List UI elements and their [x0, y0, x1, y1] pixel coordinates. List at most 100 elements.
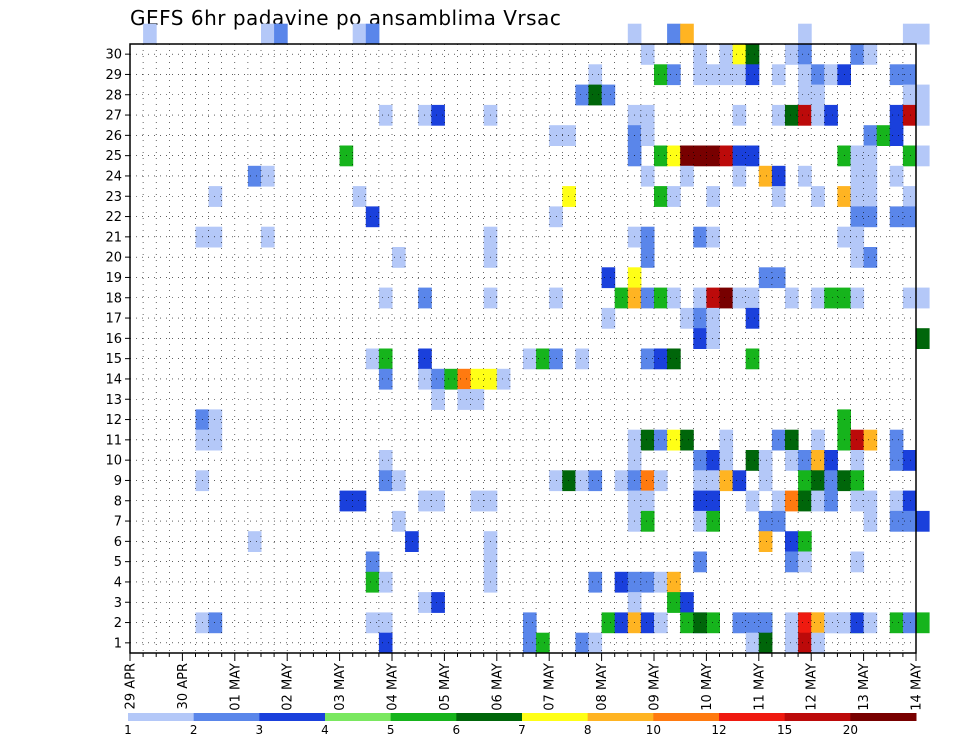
- heatmap-cell: [785, 104, 799, 126]
- heatmap-cell: [758, 632, 773, 654]
- heatmap-cell: [811, 64, 825, 86]
- y-tick-label: 29: [105, 68, 122, 83]
- y-tick-label: 16: [105, 332, 122, 347]
- heatmap-cell: [601, 84, 616, 106]
- heatmap-cell: [745, 145, 760, 167]
- heatmap-cell: [457, 368, 472, 390]
- heatmap-cell: [601, 612, 616, 634]
- heatmap-cell: [261, 165, 275, 187]
- heatmap-cell: [916, 84, 930, 106]
- heatmap-cell: [850, 145, 865, 167]
- heatmap-cell: [706, 450, 720, 471]
- heatmap-cell: [680, 429, 694, 451]
- heatmap-cell: [654, 429, 668, 451]
- heatmap-cell: [143, 23, 157, 45]
- x-tick-label: 03 MAY: [333, 663, 348, 711]
- heatmap-cell: [902, 23, 917, 45]
- heatmap-cell: [640, 226, 655, 248]
- heatmap-cell: [916, 145, 930, 167]
- heatmap-cell: [798, 44, 812, 65]
- heatmap-cell: [496, 368, 511, 390]
- heatmap-cell: [431, 368, 445, 390]
- heatmap-cell: [732, 287, 747, 309]
- heatmap-cell: [523, 632, 537, 654]
- legend-swatch: [719, 713, 786, 721]
- heatmap-cell: [706, 145, 720, 167]
- heatmap-cell: [824, 104, 838, 126]
- heatmap-cell: [824, 612, 838, 634]
- heatmap-cell: [261, 226, 275, 248]
- heatmap-cell: [824, 287, 838, 309]
- y-tick-label: 10: [105, 454, 122, 469]
- heatmap-cell: [392, 510, 406, 532]
- y-tick-label: 21: [105, 230, 122, 245]
- y-tick-label: 18: [105, 291, 122, 306]
- legend-swatch: [587, 713, 654, 721]
- heatmap-cell: [824, 490, 838, 512]
- legend-label: 2: [190, 723, 198, 737]
- legend-label: 10: [646, 723, 661, 737]
- heatmap-cell: [850, 186, 865, 207]
- heatmap-cell: [588, 470, 603, 492]
- heatmap-cell: [680, 612, 694, 634]
- heatmap-cell: [706, 328, 720, 349]
- heatmap-cell: [601, 267, 616, 289]
- heatmap-cell: [378, 287, 393, 309]
- heatmap-cell: [863, 429, 878, 451]
- heatmap-cell: [208, 409, 223, 431]
- heatmap-cell: [614, 612, 629, 634]
- heatmap-cell: [824, 470, 838, 492]
- heatmap-cell: [640, 490, 655, 512]
- heatmap-cell: [863, 247, 878, 268]
- heatmap-cell: [457, 389, 472, 410]
- heatmap-cell: [811, 450, 825, 471]
- y-tick-label: 14: [105, 372, 122, 387]
- heatmap-cell: [588, 64, 603, 86]
- heatmap-cell: [889, 429, 904, 451]
- heatmap-cell: [706, 510, 720, 532]
- heatmap-cell: [811, 632, 825, 654]
- heatmap-cell: [208, 429, 223, 451]
- heatmap-cell: [562, 125, 576, 146]
- heatmap-cell: [575, 632, 589, 654]
- heatmap-cell: [444, 368, 458, 390]
- chart-title: GEFS 6hr padavine po ansamblima Vrsac: [130, 6, 562, 30]
- heatmap-cell: [378, 470, 393, 492]
- y-tick-label: 23: [105, 190, 122, 205]
- legend-swatch: [259, 713, 326, 721]
- heatmap-cell: [706, 186, 720, 207]
- heatmap-cell: [640, 247, 655, 268]
- heatmap-cell: [627, 23, 642, 45]
- heatmap-cell: [378, 368, 393, 390]
- legend-label: 5: [387, 723, 395, 737]
- heatmap-cell: [863, 125, 878, 146]
- heatmap-cell: [850, 450, 865, 471]
- heatmap-cell: [811, 612, 825, 634]
- heatmap-cell: [431, 490, 445, 512]
- heatmap-cell: [654, 145, 668, 167]
- heatmap-cell: [811, 470, 825, 492]
- x-tick-label: 13 MAY: [857, 663, 872, 711]
- heatmap-cell: [916, 510, 930, 532]
- heatmap-cell: [863, 490, 878, 512]
- heatmap-cell: [876, 125, 891, 146]
- heatmap-cell: [850, 206, 865, 228]
- heatmap-cell: [667, 429, 681, 451]
- x-tick-label: 09 MAY: [648, 663, 663, 711]
- y-tick-label: 4: [114, 575, 122, 590]
- heatmap-cell: [902, 64, 917, 86]
- legend-label: 15: [777, 723, 792, 737]
- heatmap-cell: [667, 571, 681, 593]
- heatmap-cell: [667, 287, 681, 309]
- y-tick-label: 5: [114, 555, 122, 570]
- heatmap-cell: [863, 165, 878, 187]
- heatmap-cell: [745, 632, 760, 654]
- heatmap-cell: [745, 490, 760, 512]
- heatmap-cell: [811, 287, 825, 309]
- legend-swatch: [128, 713, 195, 721]
- heatmap-cell: [719, 287, 734, 309]
- heatmap-cell: [798, 490, 812, 512]
- x-tick-label: 04 MAY: [386, 663, 401, 711]
- heatmap-cell: [640, 470, 655, 492]
- heatmap-cell: [785, 429, 799, 451]
